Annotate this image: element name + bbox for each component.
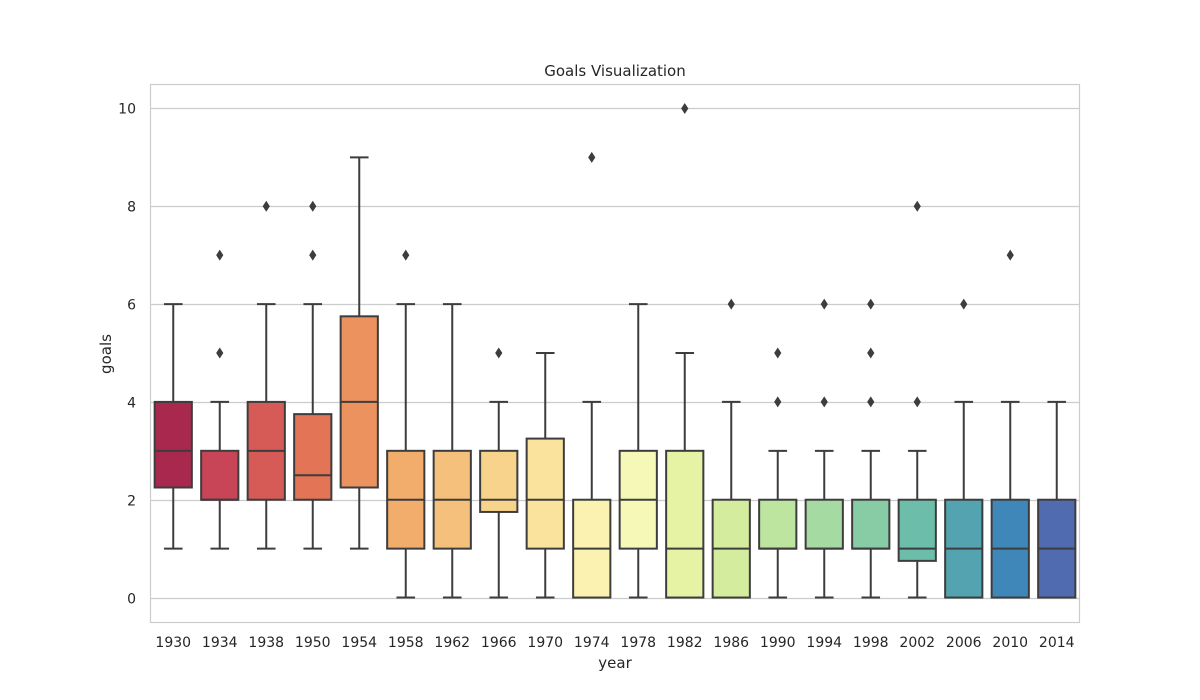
iqr-box	[897, 498, 937, 562]
y-tick-label: 8	[127, 200, 136, 216]
box-1994	[804, 298, 844, 599]
box-2010	[990, 249, 1030, 599]
x-axis-title: year	[598, 654, 632, 672]
box-1986	[711, 298, 751, 599]
x-tick-label: 1986	[713, 635, 749, 651]
outlier-point	[681, 102, 689, 114]
box-2006	[944, 298, 984, 599]
box-1966	[479, 347, 519, 599]
x-tick-label: 1950	[295, 635, 331, 651]
outlier-point	[867, 298, 875, 310]
box-2002	[897, 200, 937, 599]
box-1934	[200, 249, 240, 550]
box-1950	[293, 200, 333, 550]
iqr-box	[804, 498, 844, 550]
outlier-point	[495, 347, 503, 359]
iqr-box	[200, 449, 240, 501]
x-tick-label: 1998	[853, 635, 889, 651]
x-tick-label: 2002	[899, 635, 935, 651]
y-tick-label: 2	[127, 494, 136, 510]
box-1938	[246, 200, 286, 550]
box-1930	[153, 303, 193, 550]
outlier-point	[727, 298, 735, 310]
iqr-box	[665, 449, 705, 599]
y-tick-label: 10	[118, 102, 136, 118]
x-tick-label: 1990	[760, 635, 796, 651]
x-tick-label: 1994	[806, 635, 842, 651]
plot-area-frame	[149, 83, 1081, 624]
outlier-point	[774, 396, 782, 408]
outlier-point	[309, 200, 317, 212]
x-tick-label: 1934	[202, 635, 238, 651]
outlier-point	[309, 249, 317, 261]
chart-title: Goals Visualization	[544, 62, 686, 80]
box-1962	[432, 303, 472, 599]
y-tick-label: 4	[127, 396, 136, 412]
iqr-box	[525, 437, 565, 550]
outlier-point	[867, 396, 875, 408]
outlier-point	[960, 298, 968, 310]
outlier-point	[774, 347, 782, 359]
x-tick-labels: 1930 1934 1938 1950 1954 1958 1962 1966 1970 1974…	[155, 635, 1074, 651]
outlier-point	[867, 347, 875, 359]
x-tick-label: 1970	[527, 635, 563, 651]
outlier-point	[402, 249, 410, 261]
x-tick-label: 1938	[248, 635, 284, 651]
outlier-point	[913, 396, 921, 408]
y-tick-label: 0	[127, 592, 136, 608]
box-1978	[618, 303, 658, 599]
x-tick-label: 1930	[155, 635, 191, 651]
x-tick-label: 1982	[667, 635, 703, 651]
box-1998	[851, 298, 891, 599]
iqr-box	[153, 400, 193, 489]
x-tick-label: 1954	[341, 635, 377, 651]
iqr-box	[479, 449, 519, 513]
x-tick-label: 2014	[1039, 635, 1075, 651]
box-1958	[386, 249, 426, 599]
x-tick-label: 1962	[434, 635, 470, 651]
y-tick-labels: 0 2 4 6 8 10	[118, 102, 136, 608]
iqr-box	[293, 413, 333, 501]
box-1954	[339, 156, 379, 550]
y-axis-title: goals	[97, 334, 115, 374]
x-tick-label: 1974	[574, 635, 610, 651]
box-1982	[665, 102, 705, 599]
outlier-point	[820, 396, 828, 408]
iqr-box	[851, 498, 891, 550]
iqr-box	[758, 498, 798, 550]
outlier-point	[588, 151, 596, 163]
y-tick-label: 6	[127, 298, 136, 314]
boxes	[153, 102, 1077, 599]
box-1970	[525, 352, 565, 599]
outlier-point	[913, 200, 921, 212]
grid-lines	[150, 107, 1080, 600]
outlier-point	[820, 298, 828, 310]
outlier-point	[216, 347, 224, 359]
box-1990	[758, 347, 798, 599]
x-tick-label: 1958	[388, 635, 424, 651]
outlier-point	[216, 249, 224, 261]
outlier-point	[1006, 249, 1014, 261]
x-tick-label: 1966	[481, 635, 517, 651]
x-tick-label: 1978	[620, 635, 656, 651]
box-1974	[572, 151, 612, 599]
x-tick-label: 2010	[992, 635, 1028, 651]
box-2014	[1037, 400, 1077, 599]
outlier-point	[262, 200, 270, 212]
x-tick-label: 2006	[946, 635, 982, 651]
